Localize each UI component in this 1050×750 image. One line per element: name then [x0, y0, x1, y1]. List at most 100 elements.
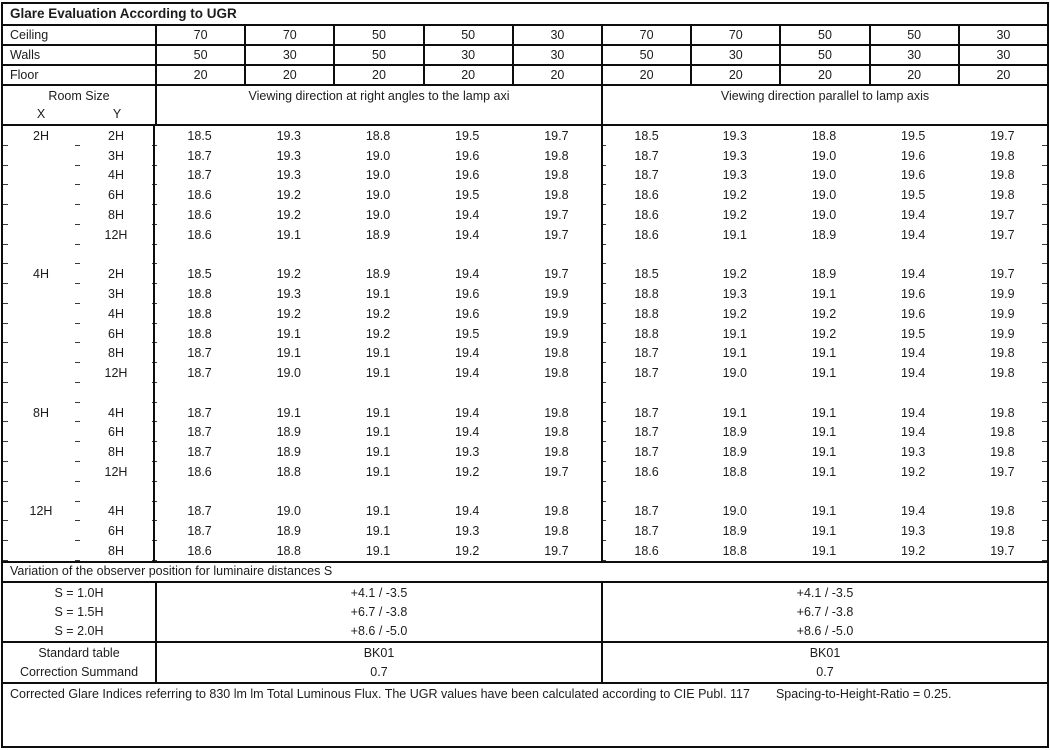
ugr-value: 19.8	[990, 168, 1015, 183]
ugr-value: 18.8	[276, 464, 301, 479]
surface-value: 30	[422, 46, 512, 64]
gap-cell	[155, 245, 244, 265]
room-y-label: 3H	[79, 284, 155, 304]
variation-value-crosswise: +8.6 / -5.0	[155, 621, 601, 641]
ugr-value: 19.3	[901, 524, 926, 539]
room-x-label	[3, 422, 79, 442]
ugr-value: 19.2	[455, 464, 480, 479]
ugr-value: 19.2	[365, 326, 391, 341]
surface-value: 70	[600, 26, 690, 44]
surface-row-label: Walls	[10, 48, 41, 62]
ugr-value: 19.9	[990, 306, 1015, 321]
ugr-row-2h-3h: 3H 18.7 19.3 19.0 19.6 19.8 18.7 19.3 19.0 19.6 19…	[3, 145, 1047, 166]
block-gap-row	[3, 244, 1047, 265]
ugr-value: 19.2	[901, 464, 926, 479]
ugr-value: 18.8	[600, 323, 690, 344]
gap-cell	[869, 383, 958, 403]
ugr-value: 19.2	[722, 207, 747, 222]
ugr-row-2h-6h: 6H 18.6 19.2 19.0 19.5 19.8 18.6 19.2 19.0 19.5 19…	[3, 185, 1047, 206]
ugr-value: 19.1	[722, 346, 747, 361]
ugr-value: 19.8	[990, 346, 1015, 361]
surface-value: 20	[333, 66, 422, 84]
variation-row: S = 1.5H +6.7 / -3.8 +6.7 / -3.8	[3, 602, 1047, 622]
ugr-value: 19.4	[455, 504, 480, 519]
ugr-value: 19.7	[544, 267, 569, 282]
viewing-direction-parallel-heading: Viewing direction parallel to lamp axis	[601, 86, 1047, 126]
block-gap-row	[3, 481, 1047, 502]
gap-cell	[779, 482, 868, 502]
ugr-value: 19.8	[544, 168, 569, 183]
ugr-value: 18.8	[187, 306, 212, 321]
room-x-label	[3, 304, 79, 324]
ugr-value: 19.4	[901, 227, 926, 242]
surface-value: 50	[333, 26, 422, 44]
ugr-value: 18.6	[187, 464, 212, 479]
ugr-value: 19.9	[544, 306, 569, 321]
ugr-value: 19.8	[544, 524, 569, 539]
room-y-label: 12H	[79, 363, 155, 383]
ugr-value: 19.4	[455, 425, 480, 440]
room-y-label: 4H	[79, 165, 155, 186]
room-y-label: 8H	[79, 541, 155, 561]
ugr-value: 19.4	[455, 346, 480, 361]
room-x-label: 4H	[33, 267, 49, 282]
room-x-label	[3, 442, 79, 462]
ugr-value: 18.7	[600, 422, 690, 443]
ugr-value: 19.1	[811, 524, 837, 539]
ugr-value: 19.3	[276, 168, 301, 183]
ugr-value: 19.1	[811, 346, 837, 361]
ugr-value: 19.1	[276, 227, 301, 242]
ugr-row-2h-4h: 4H 18.7 19.3 19.0 19.6 19.8 18.7 19.3 19.0 19.6 19…	[3, 165, 1047, 186]
ugr-value: 19.4	[901, 425, 926, 440]
ugr-value: 19.3	[276, 287, 301, 301]
variation-value-parallel: +4.1 / -3.5	[601, 583, 1047, 603]
ugr-value: 18.8	[811, 128, 837, 143]
surface-value: 50	[868, 26, 958, 44]
ugr-value: 19.5	[901, 128, 926, 143]
surface-value: 30	[244, 46, 333, 64]
ugr-value: 19.7	[544, 543, 569, 558]
ugr-value: 19.4	[901, 366, 926, 381]
ugr-value: 19.0	[811, 207, 837, 222]
ugr-value: 19.2	[365, 306, 391, 321]
ugr-value: 19.5	[455, 128, 480, 143]
ugr-value: 18.9	[365, 227, 391, 242]
ugr-value: 19.4	[901, 504, 926, 519]
ugr-value: 19.7	[990, 543, 1015, 558]
ugr-value: 19.1	[365, 504, 391, 519]
ugr-value: 18.9	[811, 267, 837, 282]
ugr-value: 19.2	[455, 543, 480, 558]
ugr-value: 19.4	[455, 227, 480, 242]
surface-reflectance-section: Ceiling 70 70 50 50 30 70 70 50 50 30 Walls 50 30 50 30…	[3, 26, 1047, 86]
ugr-value: 19.8	[544, 148, 569, 163]
ugr-value: 19.8	[544, 445, 569, 460]
gap-cell	[600, 244, 690, 265]
surface-value: 30	[511, 46, 601, 64]
ugr-value: 18.7	[600, 501, 690, 522]
gap-cell	[600, 382, 690, 403]
gap-cell	[423, 383, 512, 403]
surface-value: 30	[868, 46, 958, 64]
ugr-value: 18.7	[187, 346, 212, 361]
ugr-value: 19.2	[811, 306, 837, 321]
gap-cell	[3, 482, 79, 502]
ugr-value: 19.1	[811, 425, 837, 440]
ugr-value: 18.5	[600, 126, 690, 146]
ugr-value: 19.3	[722, 128, 747, 143]
room-x-label	[3, 363, 79, 383]
ugr-value: 19.7	[544, 207, 569, 222]
ugr-value: 19.6	[901, 168, 926, 183]
ugr-value: 19.4	[455, 366, 480, 381]
surface-value: 20	[244, 66, 333, 84]
gap-cell	[779, 383, 868, 403]
gap-cell	[333, 245, 422, 265]
gap-cell	[600, 481, 690, 502]
ugr-value: 18.6	[187, 227, 212, 242]
ugr-value: 19.1	[722, 326, 747, 341]
ugr-value: 19.0	[811, 168, 837, 183]
gap-cell	[423, 245, 512, 265]
ugr-value: 19.0	[722, 504, 747, 519]
room-x-label: 8H	[33, 405, 49, 420]
ugr-value: 19.0	[811, 188, 837, 203]
summary-value-crosswise: 0.7	[155, 662, 601, 682]
